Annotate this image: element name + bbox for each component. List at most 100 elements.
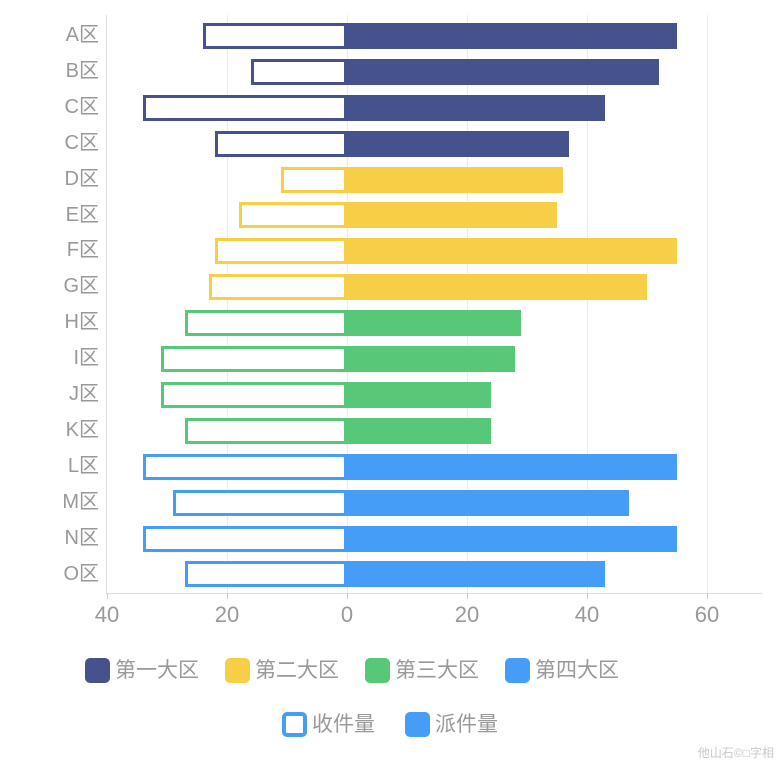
legend-swatch-icon <box>405 712 430 737</box>
receive-bar[interactable] <box>281 166 347 193</box>
receive-bar[interactable] <box>143 525 347 552</box>
receive-bar[interactable] <box>185 310 347 337</box>
receive-bar[interactable] <box>215 130 347 157</box>
dispatch-bar[interactable] <box>347 58 659 85</box>
x-axis-tick <box>587 593 588 599</box>
dispatch-bar[interactable] <box>347 202 557 229</box>
y-axis-label: F区 <box>66 239 99 262</box>
receive-bar[interactable] <box>239 202 347 229</box>
y-axis-label: B区 <box>65 59 99 82</box>
legend-item-第一大区[interactable]: 第一大区 <box>85 658 199 683</box>
receive-bar[interactable] <box>185 417 347 444</box>
gridline <box>347 15 348 593</box>
receive-bar[interactable] <box>161 381 347 408</box>
legend-item-第四大区[interactable]: 第四大区 <box>505 658 619 683</box>
legend-swatch-icon <box>505 658 530 683</box>
y-axis-label: D区 <box>64 167 99 190</box>
chart-row <box>0 341 780 377</box>
receive-bar[interactable] <box>173 489 347 516</box>
x-axis-tick <box>107 593 108 599</box>
receive-bar[interactable] <box>251 58 347 85</box>
chart-row <box>0 18 780 54</box>
receive-bar[interactable] <box>209 274 347 301</box>
y-axis-label: I区 <box>73 347 99 370</box>
y-axis-label: K区 <box>65 418 99 441</box>
y-axis-label: C区 <box>64 131 99 154</box>
chart-row <box>0 90 780 126</box>
receive-bar[interactable] <box>161 346 347 373</box>
legend-label: 第四大区 <box>535 659 619 682</box>
receive-bar[interactable] <box>203 22 347 49</box>
dispatch-bar[interactable] <box>347 22 677 49</box>
y-axis-label: L区 <box>67 454 99 477</box>
chart-row <box>0 305 780 341</box>
y-axis-label: H区 <box>64 311 99 334</box>
y-axis-label: J区 <box>69 383 99 405</box>
x-axis-label: 60 <box>694 602 720 627</box>
chart-row <box>0 413 780 449</box>
y-axis-label: G区 <box>63 275 99 298</box>
x-axis-label: 20 <box>214 602 240 627</box>
x-axis-label: 0 <box>340 602 354 627</box>
legend-swatch-icon <box>365 658 390 683</box>
dispatch-bar[interactable] <box>347 346 515 373</box>
chart-row <box>0 557 780 593</box>
watermark: 他山石©□字相 <box>697 746 774 760</box>
legend-label: 第三大区 <box>395 659 479 682</box>
y-axis-line <box>106 15 107 593</box>
gridline <box>587 15 588 593</box>
legend-swatch-icon <box>282 712 307 737</box>
receive-bar[interactable] <box>143 453 347 480</box>
chart-row <box>0 377 780 413</box>
x-axis-tick <box>347 593 348 599</box>
dispatch-bar[interactable] <box>347 453 677 480</box>
chart-row <box>0 54 780 90</box>
dispatch-bar[interactable] <box>347 525 677 552</box>
receive-bar[interactable] <box>143 94 347 121</box>
dispatch-bar[interactable] <box>347 130 569 157</box>
receive-bar[interactable] <box>185 561 347 588</box>
chart-row <box>0 233 780 269</box>
dispatch-bar[interactable] <box>347 274 647 301</box>
x-axis-tick <box>467 593 468 599</box>
y-axis-label: N区 <box>64 526 99 549</box>
chart-row <box>0 126 780 162</box>
legend-item-第二大区[interactable]: 第二大区 <box>225 658 339 683</box>
legend-label: 收件量 <box>312 713 375 736</box>
gridline <box>467 15 468 593</box>
legend-label: 第二大区 <box>255 659 339 682</box>
chart-row <box>0 521 780 557</box>
legend-item-派件量[interactable]: 派件量 <box>405 712 498 737</box>
dispatch-bar[interactable] <box>347 561 605 588</box>
dispatch-bar[interactable] <box>347 310 521 337</box>
legend-label: 第一大区 <box>115 659 199 682</box>
legend-swatch-icon <box>225 658 250 683</box>
dispatch-bar[interactable] <box>347 238 677 265</box>
chart-row <box>0 449 780 485</box>
legend-series: 收件量 派件量 <box>0 712 780 737</box>
y-axis-label: M区 <box>62 490 99 513</box>
y-axis-label: E区 <box>65 203 99 226</box>
legend-item-收件量[interactable]: 收件量 <box>282 712 375 737</box>
gridline <box>707 15 708 593</box>
legend-regions: 第一大区 第二大区 第三大区 第四大区 <box>0 658 742 683</box>
dispatch-bar[interactable] <box>347 489 629 516</box>
y-axis-label: O区 <box>63 562 99 585</box>
dispatch-bar[interactable] <box>347 94 605 121</box>
y-axis-label: A区 <box>65 24 99 46</box>
dispatch-bar[interactable] <box>347 166 563 193</box>
chart-row <box>0 485 780 521</box>
x-axis-line <box>106 593 762 594</box>
x-axis-label: 40 <box>94 602 120 627</box>
dispatch-bar[interactable] <box>347 381 491 408</box>
chart-row <box>0 162 780 198</box>
dispatch-bar[interactable] <box>347 417 491 444</box>
receive-bar[interactable] <box>215 238 347 265</box>
x-axis-label: 40 <box>574 602 600 627</box>
x-axis-tick <box>707 593 708 599</box>
legend-item-第三大区[interactable]: 第三大区 <box>365 658 479 683</box>
plot-area: A区 B区 C区 C区 D区 E区 F区 G区 H区 I区 J区 K区 L区 M区 N区 O区 40 20 0 20… <box>0 15 780 627</box>
legend-swatch-icon <box>85 658 110 683</box>
x-axis-label: 20 <box>454 602 480 627</box>
